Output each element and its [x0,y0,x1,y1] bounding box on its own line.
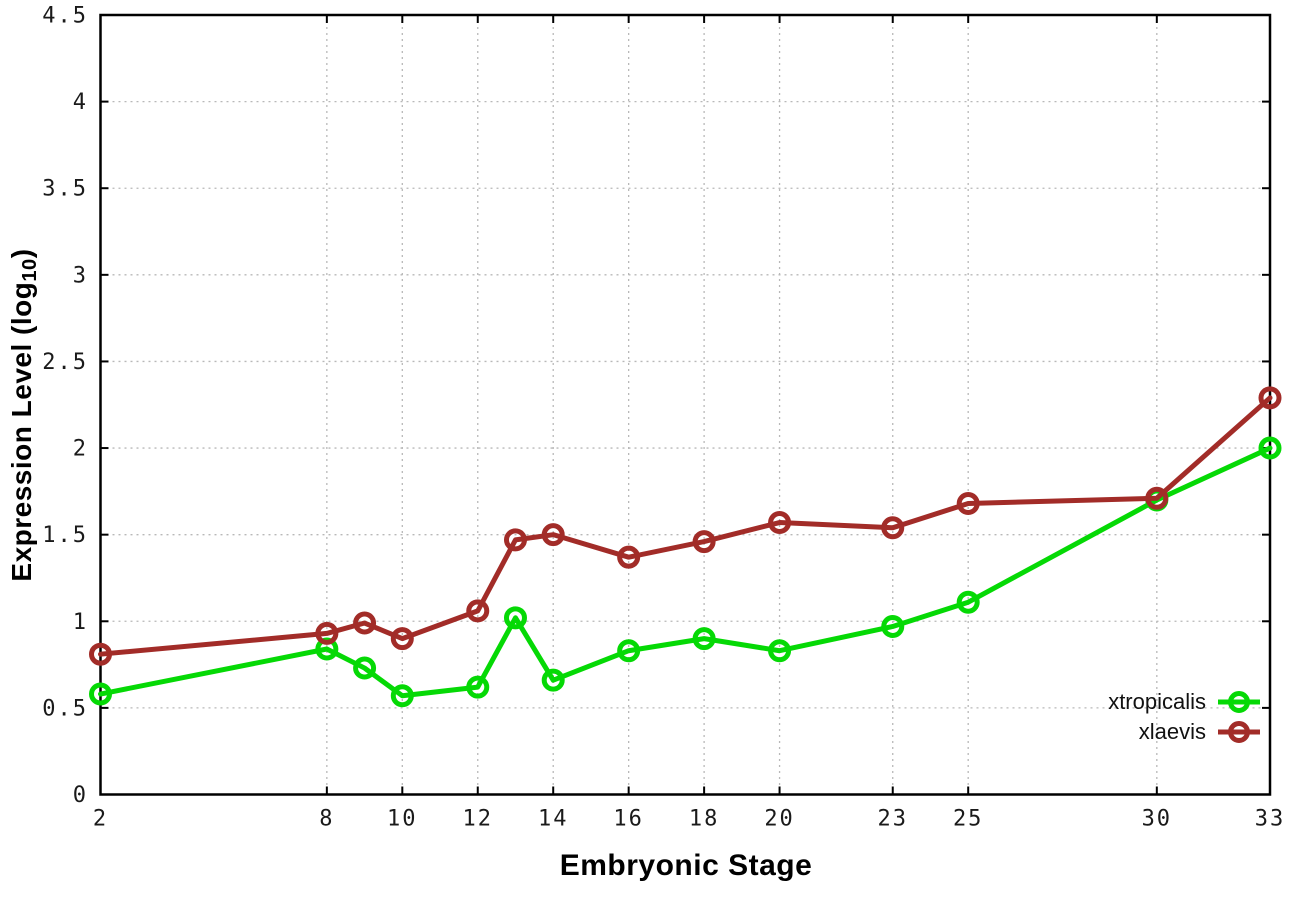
x-tick-label: 16 [613,807,644,832]
data-point-xlaevis [692,530,716,554]
x-tick-label: 12 [463,807,494,832]
data-point-xtropicalis [503,606,527,630]
y-axis-title-close: ) [5,248,37,259]
data-point-xlaevis [956,491,980,515]
y-axis-title-subscript: 10 [19,258,42,282]
data-point-xtropicalis [768,639,792,663]
x-axis-title: Embryonic Stage [559,849,813,882]
data-point-xtropicalis [89,682,112,706]
x-tick-label: 33 [1255,807,1286,832]
x-tick-label: 25 [953,807,984,832]
line-marker-icon [1218,718,1260,746]
data-point-xlaevis [768,511,792,535]
x-tick-label: 2 [93,807,108,832]
data-point-xtropicalis [353,656,377,680]
legend-label: xlaevis [1138,719,1206,744]
x-tick-label: 8 [319,807,334,832]
x-tick-label: 14 [538,807,569,832]
x-tick-label: 20 [764,807,795,832]
y-tick-label: 2 [73,437,88,462]
series-line-xlaevis [98,395,1273,657]
y-tick-label: 0.5 [42,696,88,721]
data-point-xlaevis [503,528,527,552]
data-point-xlaevis [1145,486,1169,510]
y-tick-label: 4 [73,90,88,115]
x-tick-label: 23 [877,807,908,832]
y-tick-label: 3 [73,263,88,288]
data-point-xlaevis [466,599,490,623]
data-point-xlaevis [617,545,641,569]
y-tick-label: 2.5 [42,350,88,375]
y-axis-title: Expression Level (log10) [6,248,42,581]
data-point-xtropicalis [692,627,716,651]
data-point-xtropicalis [390,684,414,708]
data-point-xtropicalis [541,668,565,692]
x-tick-label: 30 [1142,807,1173,832]
y-axis-title-text: Expression Level (log [5,281,37,582]
legend-item-xlaevis: xlaevis [1108,717,1260,747]
data-point-xtropicalis [881,614,905,638]
data-point-xlaevis [390,627,414,651]
y-tick-label: 4.5 [42,4,88,29]
x-tick-label: 18 [689,807,720,832]
data-point-xlaevis [1258,386,1282,410]
series-line-xtropicalis [98,445,1273,699]
line-marker-icon [1218,688,1260,716]
plot-border [99,13,1272,796]
legend: xtropicalis xlaevis [1108,687,1260,747]
data-point-xlaevis [315,621,339,645]
data-point-xtropicalis [956,590,980,614]
legend-item-xtropicalis: xtropicalis [1108,687,1260,717]
data-point-xtropicalis [1258,436,1282,460]
data-point-xlaevis [881,516,905,540]
y-tick-label: 1.5 [42,523,88,548]
x-tick-label: 10 [387,807,418,832]
data-point-xtropicalis [466,675,490,699]
data-point-xlaevis [89,642,112,666]
data-point-xtropicalis [617,639,641,663]
data-point-xlaevis [353,611,377,635]
legend-label: xtropicalis [1108,689,1206,714]
y-tick-label: 1 [73,610,88,635]
y-tick-label: 0 [73,783,88,808]
data-point-xlaevis [541,523,565,547]
y-tick-label: 3.5 [42,177,88,202]
